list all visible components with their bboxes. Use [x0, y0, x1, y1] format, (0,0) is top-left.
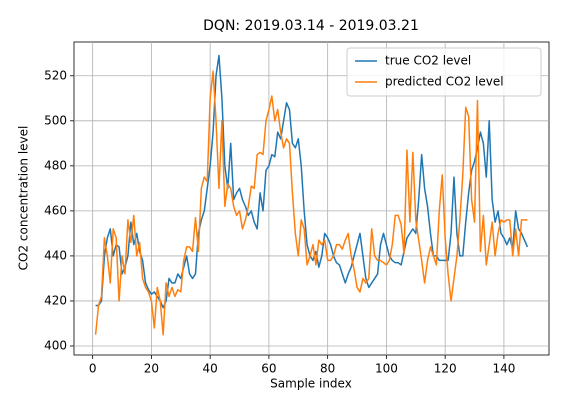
y-tick-label: 520 — [44, 68, 67, 82]
y-tick-label: 500 — [44, 113, 67, 127]
x-tick-label: 60 — [261, 362, 276, 376]
x-tick-label: 0 — [89, 362, 97, 376]
legend-box — [346, 47, 542, 97]
series-line — [94, 70, 528, 336]
legend-label: predicted CO2 level — [385, 75, 504, 89]
y-tick-label: 480 — [44, 158, 67, 172]
y-tick-label: 420 — [44, 293, 67, 307]
plot-frame — [73, 41, 550, 356]
x-tick-label: 20 — [144, 362, 159, 376]
x-tick-label: 100 — [375, 362, 398, 376]
y-tick-label: 460 — [44, 203, 67, 217]
chart-title: DQN: 2019.03.14 - 2019.03.21 — [203, 18, 419, 34]
y-tick-label: 440 — [44, 248, 67, 262]
x-tick-label: 120 — [434, 362, 457, 376]
y-axis-label: CO2 concentration level — [17, 126, 31, 271]
x-axis-label: Sample index — [270, 377, 352, 391]
y-tick-label: 400 — [44, 338, 67, 352]
x-tick-label: 140 — [492, 362, 515, 376]
x-tick-label: 80 — [320, 362, 335, 376]
legend-label: true CO2 level — [385, 54, 471, 68]
x-tick-label: 40 — [203, 362, 218, 376]
